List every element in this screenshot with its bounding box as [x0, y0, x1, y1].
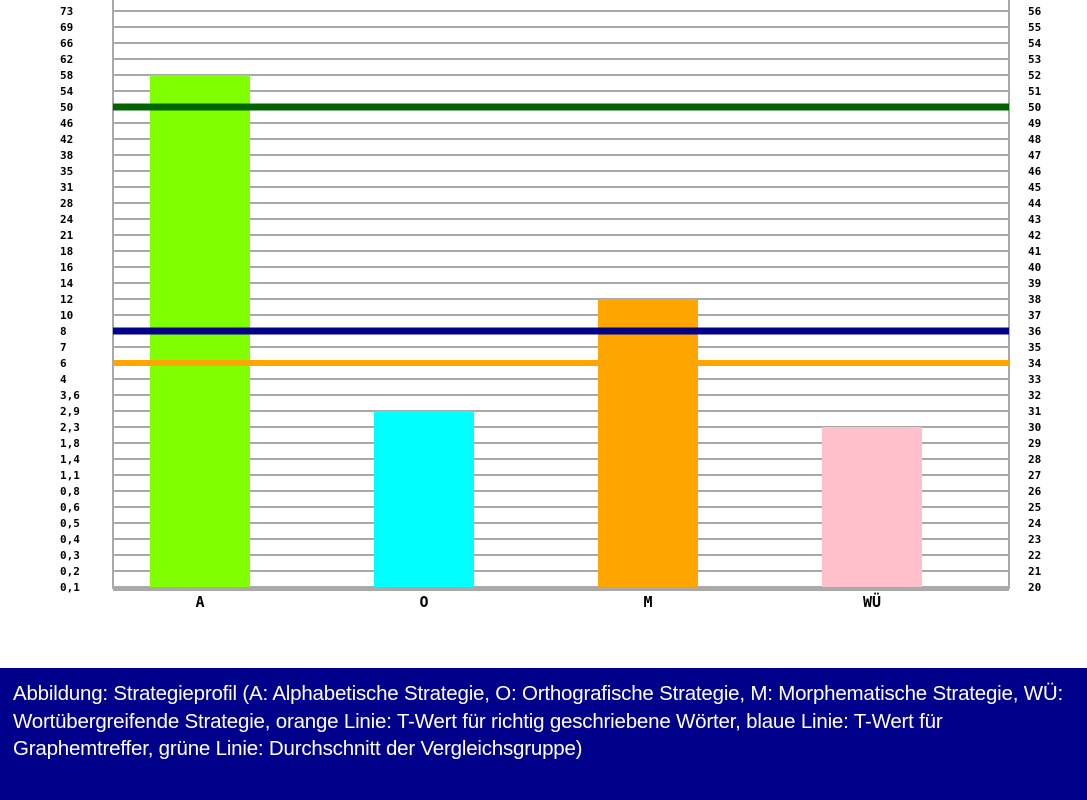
left-tick-label: 12 [60, 293, 73, 306]
category-label: WÜ [863, 592, 881, 611]
left-tick-label: 8 [60, 325, 67, 338]
figure-caption: Abbildung: Strategieprofil (A: Alphabeti… [13, 682, 1063, 760]
bar-wü [822, 427, 922, 587]
left-tick-label: 1,1 [60, 469, 80, 482]
right-tick-label: 57 [1028, 0, 1041, 2]
left-tick-label: 4 [60, 373, 67, 386]
left-tick-label: 18 [60, 245, 73, 258]
left-tick-label: 6 [60, 357, 67, 370]
right-tick-label: 46 [1028, 165, 1042, 178]
right-tick-label: 22 [1028, 549, 1041, 562]
right-tick-label: 23 [1028, 533, 1041, 546]
left-tick-label: 0,8 [60, 485, 80, 498]
right-tick-label: 43 [1028, 213, 1041, 226]
right-tick-label: 40 [1028, 261, 1041, 274]
left-tick-label: 66 [60, 37, 74, 50]
left-tick-label: 0,6 [60, 501, 80, 514]
left-tick-label: 14 [60, 277, 74, 290]
left-tick-label: 0,4 [60, 533, 80, 546]
right-tick-label: 38 [1028, 293, 1041, 306]
left-tick-label: 0,2 [60, 565, 80, 578]
right-tick-label: 49 [1028, 117, 1041, 130]
left-tick-label: 2,9 [60, 405, 80, 418]
right-tick-label: 32 [1028, 389, 1041, 402]
right-tick-label: 34 [1028, 357, 1042, 370]
left-tick-label: 0,1 [60, 581, 80, 594]
left-tick-label: 62 [60, 53, 73, 66]
left-tick-label: 2,3 [60, 421, 80, 434]
right-tick-label: 55 [1028, 21, 1041, 34]
right-tick-label: 20 [1028, 581, 1041, 594]
left-tick-label: 1,4 [60, 453, 80, 466]
left-tick-label: 24 [60, 213, 74, 226]
right-tick-label: 21 [1028, 565, 1042, 578]
left-tick-label: 38 [60, 149, 73, 162]
left-tick-label: 54 [60, 85, 74, 98]
right-tick-label: 41 [1028, 245, 1042, 258]
right-tick-label: 48 [1028, 133, 1041, 146]
left-tick-label: 46 [60, 117, 74, 130]
right-tick-label: 36 [1028, 325, 1042, 338]
right-tick-label: 51 [1028, 85, 1042, 98]
right-tick-label: 42 [1028, 229, 1041, 242]
caption-box: Abbildung: Strategieprofil (A: Alphabeti… [0, 668, 1087, 800]
left-tick-label: 0,3 [60, 549, 80, 562]
right-tick-label: 26 [1028, 485, 1042, 498]
right-tick-label: 45 [1028, 181, 1041, 194]
right-tick-label: 56 [1028, 5, 1042, 18]
right-tick-label: 24 [1028, 517, 1042, 530]
left-tick-label: 35 [60, 165, 73, 178]
right-tick-label: 39 [1028, 277, 1041, 290]
right-tick-label: 31 [1028, 405, 1042, 418]
category-label: O [419, 593, 428, 611]
left-tick-label: 76 [60, 0, 74, 2]
left-tick-label: 10 [60, 309, 73, 322]
left-tick-label: 28 [60, 197, 73, 210]
left-tick-label: 58 [60, 69, 73, 82]
right-tick-label: 33 [1028, 373, 1041, 386]
left-tick-label: 42 [60, 133, 73, 146]
left-tick-label: 7 [60, 341, 67, 354]
bar-m [598, 299, 698, 587]
left-tick-label: 16 [60, 261, 74, 274]
bar-o [374, 411, 474, 587]
right-tick-label: 35 [1028, 341, 1041, 354]
left-tick-label: 21 [60, 229, 74, 242]
baseline [113, 587, 1009, 591]
right-tick-label: 27 [1028, 469, 1041, 482]
left-tick-label: 50 [60, 101, 73, 114]
right-tick-label: 52 [1028, 69, 1041, 82]
right-tick-label: 29 [1028, 437, 1041, 450]
category-label: M [643, 593, 652, 611]
strategy-profile-chart: 0,1 0,2 0,3 0,4 0,5 0,6 0,8 1,1 1,4 1,8 2,3 2,9 3,6 4… [60, 0, 1042, 611]
left-tick-label: 31 [60, 181, 74, 194]
right-tick-label: 30 [1028, 421, 1041, 434]
right-tick-label: 25 [1028, 501, 1041, 514]
left-tick-label: 0,5 [60, 517, 80, 530]
right-tick-label: 47 [1028, 149, 1041, 162]
left-tick-label: 69 [60, 21, 73, 34]
right-tick-label: 53 [1028, 53, 1041, 66]
right-tick-label: 50 [1028, 101, 1041, 114]
left-tick-label: 73 [60, 5, 73, 18]
right-tick-label: 37 [1028, 309, 1041, 322]
right-tick-label: 44 [1028, 197, 1042, 210]
left-tick-label: 1,8 [60, 437, 80, 450]
right-tick-label: 28 [1028, 453, 1041, 466]
category-label: A [195, 593, 204, 611]
left-tick-label: 3,6 [60, 389, 80, 402]
right-tick-label: 54 [1028, 37, 1042, 50]
